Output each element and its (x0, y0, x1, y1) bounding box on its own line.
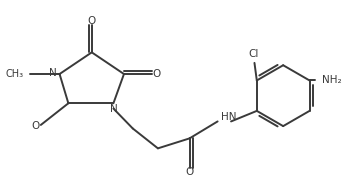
Text: HN: HN (220, 112, 236, 122)
Text: N: N (49, 68, 57, 78)
Text: O: O (152, 69, 161, 79)
Text: N: N (110, 104, 117, 114)
Text: NH₂: NH₂ (322, 75, 342, 85)
Text: CH₃: CH₃ (6, 69, 24, 79)
Text: O: O (186, 167, 194, 177)
Text: O: O (32, 121, 40, 131)
Text: Cl: Cl (249, 49, 259, 59)
Text: O: O (88, 16, 96, 26)
